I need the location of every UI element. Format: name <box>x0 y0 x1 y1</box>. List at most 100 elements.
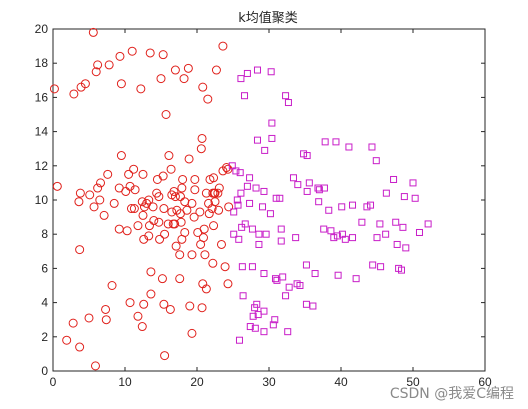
cluster-1-point <box>198 233 208 243</box>
y-tick-label: 8 <box>41 227 48 241</box>
y-tick-label: 20 <box>35 22 49 36</box>
cluster-1-point <box>160 229 170 239</box>
x-tick-label: 30 <box>262 375 276 389</box>
cluster-1-point <box>166 164 176 174</box>
cluster-2-point <box>239 292 247 300</box>
cluster-2-point <box>424 220 432 228</box>
cluster-2-point <box>277 237 285 245</box>
cluster-2-point <box>338 230 346 238</box>
y-tick-label: 6 <box>41 261 48 275</box>
cluster-1-point <box>116 79 126 89</box>
cluster-2-point <box>238 263 246 271</box>
cluster-1-point <box>146 289 156 299</box>
cluster-1-point <box>198 82 208 92</box>
cluster-2-point <box>273 276 281 284</box>
cluster-2-point <box>345 143 353 151</box>
cluster-1-point <box>75 342 85 352</box>
cluster-1-point <box>195 207 205 217</box>
cluster-2-point <box>260 307 268 315</box>
y-tick-label: 2 <box>41 330 48 344</box>
cluster-2-point <box>321 138 329 146</box>
cluster-1-point <box>74 197 84 207</box>
cluster-1-point <box>148 202 158 212</box>
cluster-2-point <box>268 119 276 127</box>
cluster-2-point <box>260 270 268 278</box>
cluster-1-point <box>161 110 171 119</box>
cluster-1-point <box>197 303 207 313</box>
cluster-1-point <box>145 48 155 58</box>
cluster-2-point <box>320 184 328 192</box>
cluster-2-point <box>327 227 335 235</box>
cluster-2-point <box>235 235 243 243</box>
x-tick-label: 40 <box>334 375 348 389</box>
cluster-1-point <box>125 298 135 308</box>
cluster-2-point <box>399 223 407 231</box>
cluster-2-point <box>266 210 274 218</box>
cluster-1-point <box>152 188 162 198</box>
cluster-2-point <box>268 134 276 142</box>
cluster-2-point <box>282 292 290 300</box>
cluster-2-point <box>376 220 384 228</box>
cluster-2-point <box>246 323 254 331</box>
cluster-2-point <box>248 263 256 271</box>
cluster-1-point <box>146 267 156 277</box>
cluster-1-point <box>200 250 210 260</box>
cluster-2-point <box>392 218 400 226</box>
cluster-1-point <box>96 178 106 188</box>
cluster-1-point <box>187 198 197 208</box>
cluster-2-point <box>325 206 333 214</box>
cluster-1-point <box>203 94 213 104</box>
cluster-1-point <box>99 210 109 220</box>
cluster-1-point <box>154 217 164 227</box>
cluster-1-point <box>49 84 59 94</box>
cluster-1-point <box>133 221 143 231</box>
cluster-1-point <box>170 192 180 202</box>
cluster-1-point <box>208 258 218 268</box>
x-tick-label: 20 <box>190 375 204 389</box>
cluster-1-point <box>101 315 111 325</box>
cluster-2-point <box>243 69 251 77</box>
cluster-1-point <box>220 262 230 272</box>
cluster-1-point <box>224 202 234 212</box>
y-tick-label: 4 <box>41 296 48 310</box>
cluster-2-point <box>253 66 261 74</box>
cluster-2-point <box>276 194 284 202</box>
cluster-1-point <box>144 221 154 231</box>
cluster-2-point <box>289 174 297 182</box>
cluster-1-point <box>91 67 101 77</box>
cluster-1-point <box>124 169 134 179</box>
cluster-2-point <box>300 150 308 158</box>
cluster-2-point <box>261 146 269 154</box>
cluster-2-point <box>402 244 410 252</box>
cluster-2-point <box>272 194 280 202</box>
cluster-2-point <box>243 182 251 190</box>
cluster-1-point <box>175 274 185 284</box>
cluster-2-point <box>260 328 268 336</box>
cluster-2-point <box>284 99 292 107</box>
cluster-1-point <box>211 65 221 75</box>
cluster-1-point <box>157 274 167 284</box>
cluster-2-point <box>382 189 390 197</box>
cluster-1-point <box>223 279 233 289</box>
cluster-1-point <box>126 204 136 214</box>
cluster-2-point <box>382 230 390 238</box>
cluster-2-point <box>292 234 300 242</box>
cluster-2-point <box>303 152 311 160</box>
cluster-2-point <box>372 157 380 165</box>
cluster-2-point <box>330 234 338 242</box>
cluster-2-point <box>230 230 238 238</box>
cluster-1-point <box>137 197 147 207</box>
cluster-2-point <box>409 179 417 187</box>
cluster-2-point <box>262 230 270 238</box>
cluster-2-point <box>332 138 340 146</box>
cluster-1-point <box>207 204 217 214</box>
y-axis: 0 2 4 6 8 10 12 14 16 18 20 <box>35 22 485 378</box>
cluster-1-point <box>201 284 211 294</box>
cluster-1-point <box>185 301 195 311</box>
cluster-2-point <box>241 92 249 100</box>
y-tick-label: 16 <box>35 90 49 104</box>
x-tick-label: 0 <box>50 375 57 389</box>
cluster-2-point <box>255 240 263 248</box>
cluster-2-point <box>305 179 313 187</box>
cluster-2-point <box>237 75 245 83</box>
